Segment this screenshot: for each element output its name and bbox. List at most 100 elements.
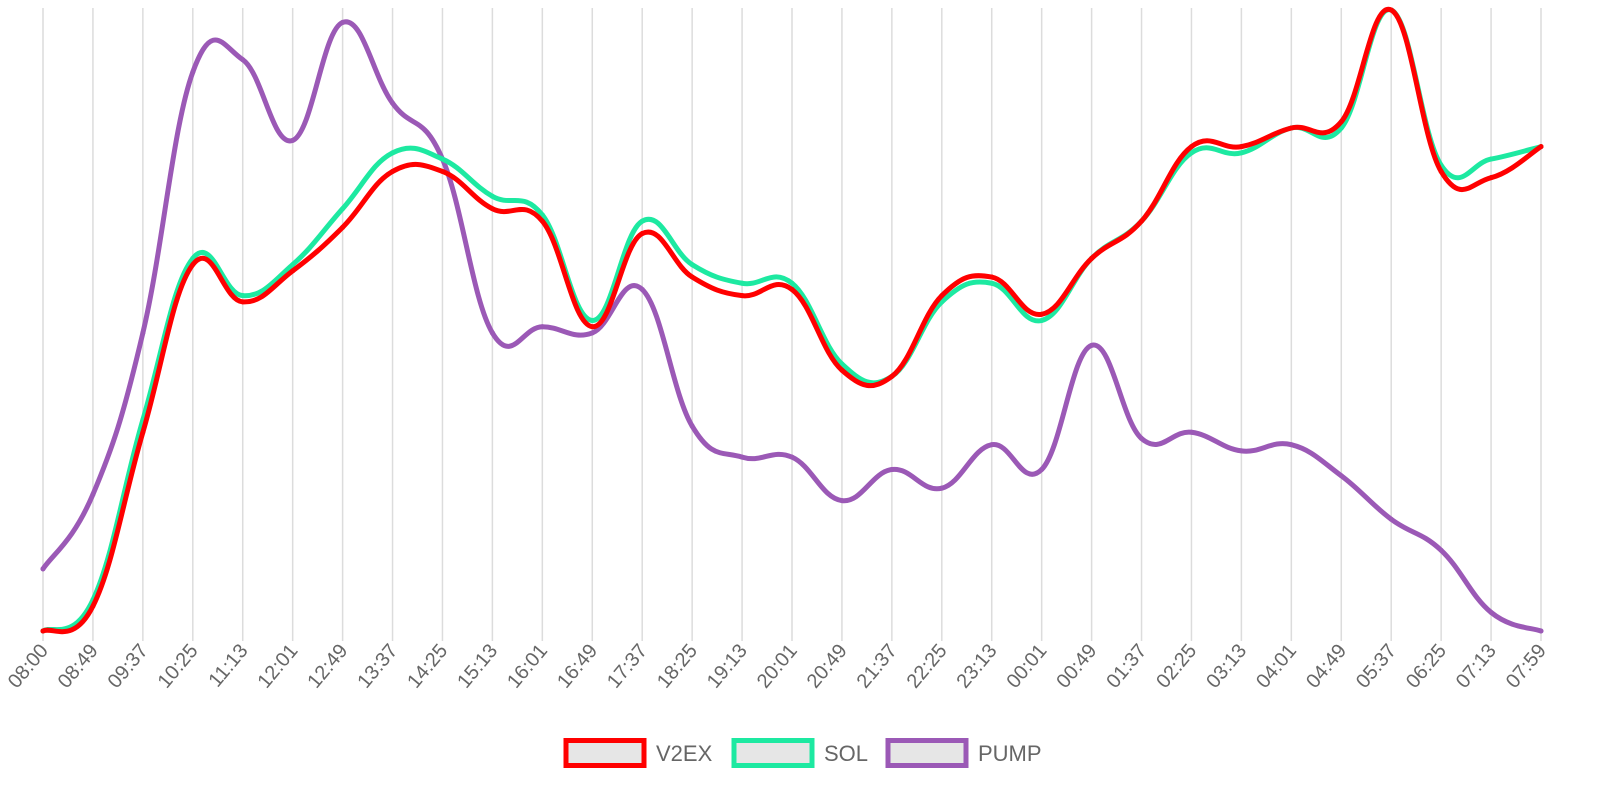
- data-point: [1139, 435, 1145, 441]
- legend-swatch: [563, 738, 647, 768]
- data-point: [290, 268, 296, 274]
- data-point: [140, 330, 146, 336]
- x-tick-label: 00:49: [1052, 640, 1101, 692]
- data-point: [789, 280, 795, 286]
- x-tick-label: 19:13: [703, 640, 752, 692]
- data-point: [190, 69, 196, 75]
- data-point: [90, 603, 96, 609]
- data-point: [839, 367, 845, 373]
- x-tick-label: 04:01: [1252, 640, 1301, 692]
- x-tick-label: 01:37: [1102, 640, 1151, 692]
- legend-item-sol[interactable]: SOL: [731, 738, 868, 768]
- x-tick-label: 22:25: [903, 640, 952, 692]
- x-tick-label: 16:49: [553, 640, 602, 692]
- data-point: [1188, 150, 1194, 156]
- legend-item-pump[interactable]: PUMP: [885, 738, 1042, 768]
- data-point: [390, 150, 396, 156]
- grid: [42, 8, 1542, 641]
- data-point: [839, 361, 845, 367]
- data-point: [1288, 442, 1294, 448]
- data-point: [190, 262, 196, 268]
- data-point: [1089, 255, 1095, 261]
- data-point: [639, 231, 645, 237]
- data-point: [439, 156, 445, 162]
- data-point: [589, 318, 595, 323]
- data-point: [939, 293, 945, 299]
- x-tick-label: 10:25: [154, 640, 203, 692]
- x-tick-label: 07:13: [1452, 640, 1501, 692]
- data-point: [889, 373, 895, 379]
- data-point: [290, 137, 296, 143]
- data-point: [739, 280, 745, 286]
- data-point: [639, 218, 645, 224]
- data-point: [1238, 150, 1244, 156]
- x-tick-label: 08:49: [54, 640, 103, 692]
- data-point: [1288, 125, 1294, 131]
- data-point: [1089, 342, 1095, 348]
- x-tick-label: 20:01: [753, 640, 802, 692]
- data-point: [989, 442, 995, 448]
- x-tick-label: 07:59: [1502, 640, 1551, 692]
- data-point: [589, 324, 595, 330]
- data-point: [889, 467, 895, 473]
- data-point: [539, 218, 545, 224]
- data-point: [689, 274, 695, 280]
- data-point: [1488, 156, 1494, 162]
- legend-swatch: [885, 738, 969, 768]
- x-tick-label: 17:37: [603, 640, 652, 692]
- data-point: [589, 330, 595, 336]
- data-point: [639, 286, 645, 292]
- data-point: [989, 280, 995, 286]
- data-point: [1438, 168, 1444, 174]
- data-point: [1438, 547, 1444, 553]
- legend-label: V2EX: [656, 741, 713, 766]
- x-tick-label: 12:49: [303, 640, 352, 692]
- x-tick-label: 13:37: [353, 640, 402, 692]
- x-tick-label: 04:49: [1302, 640, 1351, 692]
- data-point: [439, 168, 445, 174]
- legend-label: SOL: [824, 741, 868, 766]
- x-tick-label: 11:13: [204, 640, 252, 691]
- data-point: [1338, 119, 1344, 125]
- legend-swatch: [731, 738, 815, 768]
- data-point: [1139, 218, 1145, 224]
- data-point: [1039, 318, 1045, 323]
- data-point: [1538, 144, 1544, 150]
- data-point: [290, 262, 296, 268]
- data-point: [1188, 144, 1194, 150]
- data-point: [1338, 473, 1344, 479]
- x-axis-ticks: 08:00 08:49 09:37 10:25 11:13 12:01 12:49 13:37…: [4, 640, 1551, 692]
- data-point: [340, 206, 346, 212]
- data-point: [789, 454, 795, 460]
- data-point: [390, 168, 396, 174]
- data-point: [1488, 609, 1494, 615]
- x-tick-label: 12:01: [253, 640, 302, 692]
- data-point: [40, 566, 46, 572]
- data-point: [939, 485, 945, 491]
- data-point: [1039, 467, 1045, 473]
- data-point: [1538, 628, 1544, 634]
- legend-item-v2ex[interactable]: V2EX: [563, 738, 713, 768]
- data-point: [739, 454, 745, 460]
- data-point: [240, 293, 246, 299]
- series-line-v2ex: [40, 7, 1544, 635]
- legend-label: PUMP: [978, 741, 1042, 766]
- data-point: [1488, 175, 1494, 181]
- x-tick-label: 14:25: [403, 640, 452, 692]
- data-point: [989, 274, 995, 280]
- data-point: [40, 628, 46, 634]
- data-point: [1238, 448, 1244, 454]
- series-v2ex: [40, 7, 1544, 635]
- data-point: [489, 330, 495, 336]
- x-tick-label: 21:37: [853, 640, 902, 692]
- data-point: [489, 206, 495, 212]
- x-tick-label: 09:37: [104, 640, 153, 692]
- data-point: [340, 19, 346, 25]
- data-point: [1238, 144, 1244, 150]
- data-point: [140, 429, 146, 435]
- data-point: [240, 57, 246, 63]
- x-tick-label: 23:13: [953, 640, 1002, 692]
- data-point: [739, 293, 745, 299]
- x-tick-label: 08:00: [4, 640, 53, 692]
